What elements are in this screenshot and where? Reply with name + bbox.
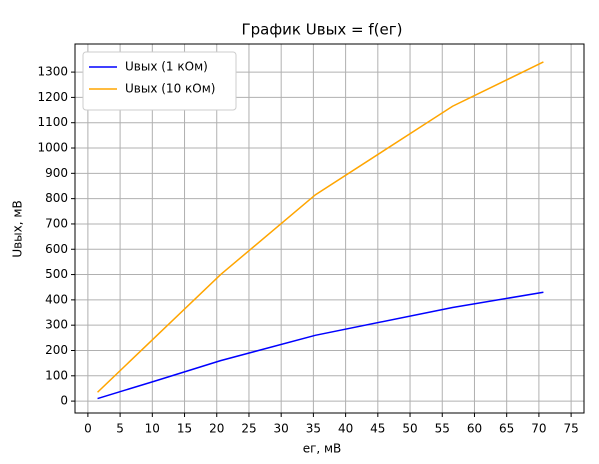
x-tick-label: 25: [241, 422, 256, 436]
x-tick-label: 75: [563, 422, 578, 436]
x-tick-label: 5: [116, 422, 124, 436]
x-tick-label: 40: [338, 422, 353, 436]
y-tick-label: 1000: [37, 141, 68, 155]
legend: Uвых (1 кОм) Uвых (10 кОм): [82, 51, 237, 111]
x-tick-label: 60: [467, 422, 482, 436]
x-tick-label: 65: [499, 422, 514, 436]
y-tick-label: 1100: [37, 115, 68, 129]
y-tick-label: 700: [45, 216, 68, 230]
x-tick-label: 55: [435, 422, 450, 436]
data-line: [97, 291, 544, 400]
legend-label: Uвых (1 кОм): [125, 60, 208, 74]
y-tick-label: 500: [45, 267, 68, 281]
x-axis-label: eг, мВ: [303, 442, 342, 456]
y-axis-label: Uвых, мВ: [11, 200, 25, 257]
legend-box: [82, 51, 237, 111]
y-tick-label: 400: [45, 292, 68, 306]
chart-title: График Uвых = f(eг): [241, 21, 402, 39]
y-tick-label: 0: [60, 394, 68, 408]
x-tick-label: 20: [209, 422, 224, 436]
y-tick-label: 1300: [37, 65, 68, 79]
legend-label: Uвых (10 кОм): [125, 82, 215, 96]
x-tick-label: 70: [531, 422, 546, 436]
y-tick-label: 100: [45, 368, 68, 382]
x-tick-label: 45: [370, 422, 385, 436]
y-tick-label: 200: [45, 343, 68, 357]
x-tick-label: 30: [274, 422, 289, 436]
y-tick-label: 600: [45, 242, 68, 256]
y-tick-label: 1200: [37, 90, 68, 104]
y-tick-label: 800: [45, 191, 68, 205]
x-tick-label: 50: [402, 422, 417, 436]
plot-frame: [74, 43, 585, 414]
data-line: [97, 61, 544, 393]
x-tick-label: 0: [84, 422, 92, 436]
y-tick-label: 900: [45, 166, 68, 180]
x-tick-label: 10: [145, 422, 160, 436]
x-tick-label: 35: [306, 422, 321, 436]
x-tick-label: 15: [177, 422, 192, 436]
y-tick-label: 300: [45, 318, 68, 332]
